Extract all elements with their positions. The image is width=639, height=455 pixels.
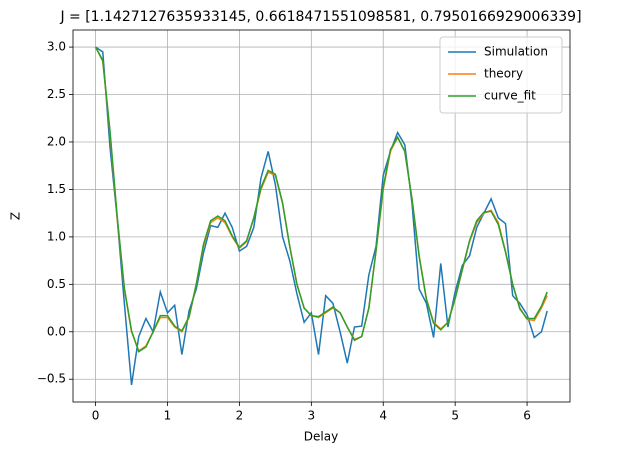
line-series [94,46,548,353]
y-tick-label: 0.0 [47,324,66,338]
y-tick-label: −0.5 [37,372,66,386]
x-tick-label: 2 [236,409,244,423]
y-tick-label: 1.5 [47,182,66,196]
legend-label: theory [484,67,523,81]
legend-box [439,36,563,114]
y-tick-label: 2.5 [47,87,66,101]
legend: Simulation theory curve_fit [439,36,563,114]
legend-label: Simulation [484,45,548,59]
y-tick-label: 2.0 [47,134,66,148]
x-axis-label: Delay [304,430,338,444]
y-axis-label: Z [9,212,23,220]
y-tick-label: 3.0 [47,40,66,54]
y-tick-label: 1.0 [47,229,66,243]
x-tick-label: 5 [451,409,459,423]
x-tick-label: 1 [164,409,172,423]
axes-frame [72,29,571,403]
chart-title: J = [1.1427127635933145, 0.6618471551098… [59,9,581,25]
x-tick-label: 6 [523,409,531,423]
y-tick-label: 0.5 [47,277,66,291]
x-tick-label: 4 [379,409,387,423]
legend-label: curve_fit [484,89,536,103]
line-series [95,46,548,386]
x-tick-label: 3 [308,409,316,423]
x-tick-label: 0 [92,409,100,423]
